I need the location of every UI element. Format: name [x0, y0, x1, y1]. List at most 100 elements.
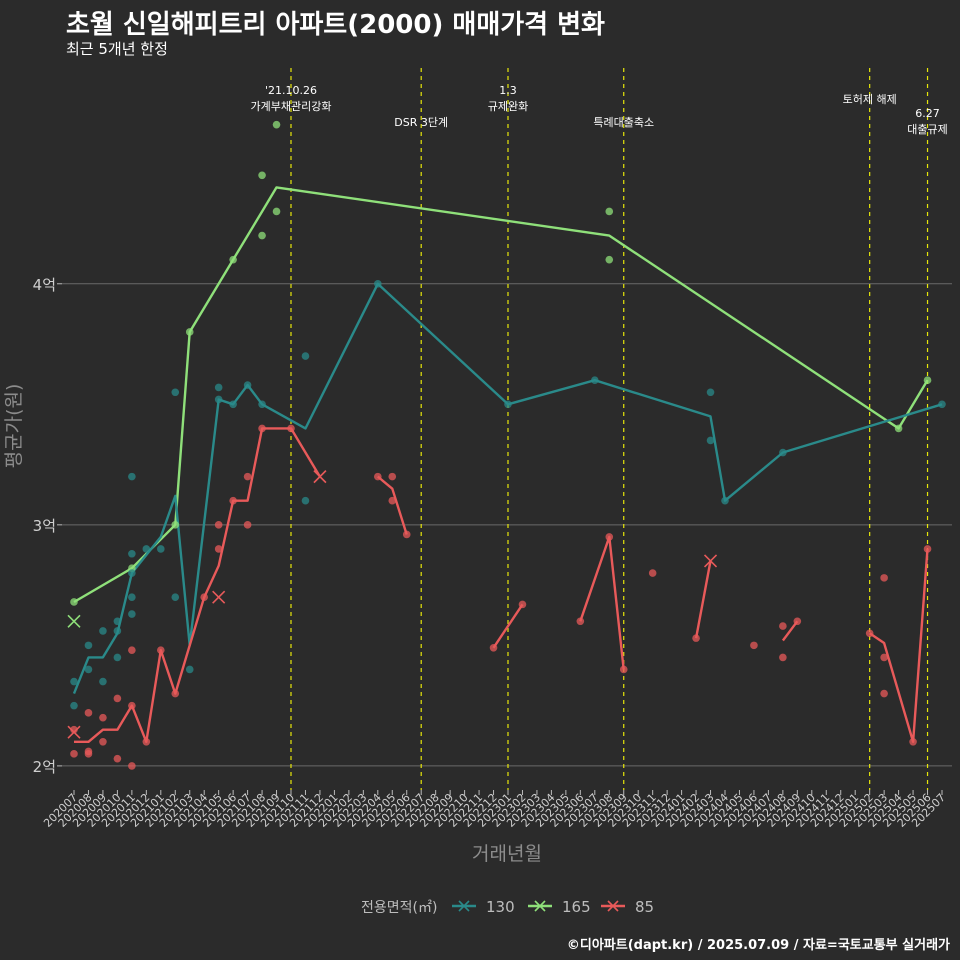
- series-130-point: [258, 400, 266, 409]
- series-165-point: [605, 255, 614, 264]
- series-85-point: [648, 569, 657, 577]
- series-130-point: [113, 653, 122, 662]
- series-165-point: [229, 255, 237, 264]
- series-85-line: [74, 427, 321, 743]
- y-tick-label: 4억: [33, 276, 56, 294]
- series-85-point: [750, 641, 758, 650]
- series-165-point: [272, 120, 281, 129]
- series-85-point: [402, 530, 411, 539]
- series-85-point: [142, 737, 151, 746]
- series-85-point: [518, 600, 527, 609]
- series-130-point: [591, 376, 599, 384]
- legend-label: 130: [486, 898, 515, 916]
- series-130-point: [374, 279, 382, 288]
- series-130-point: [706, 436, 715, 445]
- series-85-cross-marker: [313, 470, 327, 484]
- series-85-point: [779, 653, 787, 662]
- series-85-line: [579, 535, 625, 670]
- series-85-cross-marker: [67, 725, 81, 739]
- series-130-point: [157, 545, 165, 553]
- series-130-point: [171, 593, 180, 601]
- series-85-point: [214, 545, 223, 553]
- series-130-point: [70, 677, 78, 686]
- series-130-point: [301, 496, 310, 505]
- series-165-cross-marker-stroke: [67, 614, 81, 628]
- series-85-point: [70, 750, 78, 758]
- series-130-point: [779, 448, 787, 457]
- series-130-point: [128, 549, 136, 558]
- series-85-point: [113, 694, 122, 703]
- source-caption: ©디아파트(dapt.kr) / 2025.07.09 / 자료=국토교통부 실…: [566, 938, 950, 953]
- series-85-point: [200, 593, 208, 601]
- y-tick-label: 2억: [33, 758, 56, 776]
- series-85-cross-marker: [703, 554, 718, 568]
- series-130-point: [113, 627, 122, 635]
- series-85-point: [113, 754, 122, 763]
- series-85-point: [909, 737, 917, 746]
- series-85-point: [84, 709, 93, 717]
- series-165-point: [923, 376, 932, 384]
- event-annotation: '21.10.26 가계부채관리강화: [251, 84, 332, 113]
- series-85-line: [492, 603, 524, 649]
- legend-key-cross: [534, 900, 546, 912]
- series-130-point: [128, 610, 136, 618]
- series-165-point: [171, 521, 180, 529]
- legend-label: 165: [562, 898, 591, 916]
- legend: 전용면적(㎡) 130 165 85: [361, 898, 654, 916]
- legend-label: 85: [635, 898, 654, 916]
- series-130-point: [84, 641, 93, 650]
- series-85-point: [157, 646, 165, 654]
- series-85-point: [923, 545, 932, 553]
- series-85-point: [619, 665, 628, 674]
- x-axis-title: 거래년월: [472, 843, 542, 865]
- series-85-point: [388, 496, 397, 505]
- series-130-point: [243, 381, 252, 389]
- series-85-point: [99, 713, 107, 722]
- event-annotation: 1.3 규제완화: [488, 84, 528, 113]
- series-85-point: [258, 424, 266, 433]
- series-85-point: [99, 737, 107, 746]
- series-85-point: [576, 617, 585, 626]
- series-85-point: [779, 622, 787, 630]
- event-annotation: 토허제 해제: [843, 92, 897, 106]
- series-165-point: [272, 207, 281, 216]
- series-85-point: [692, 634, 700, 642]
- event-annotation: DSR 3단계: [394, 116, 448, 129]
- series-130-line: [72, 282, 943, 695]
- series-130-point: [504, 400, 512, 409]
- series-165-point: [258, 171, 266, 180]
- series-165-point: [894, 424, 903, 433]
- series-130-point: [185, 665, 194, 674]
- series-85-point: [128, 701, 136, 710]
- series-85-point: [880, 653, 888, 662]
- series-85-point: [880, 574, 888, 582]
- series-85-point: [793, 617, 802, 626]
- series-85-point: [171, 689, 180, 698]
- chart-subtitle: 최근 5개년 한정: [66, 40, 168, 58]
- series-165-point: [70, 598, 78, 606]
- event-annotation: 6.27 대출규제: [907, 107, 947, 136]
- series-85-cross-marker-stroke: [703, 554, 718, 568]
- legend-key-cross: [607, 900, 619, 912]
- series-165-point: [258, 231, 266, 240]
- series-85-point: [243, 472, 252, 481]
- series-130-point: [721, 496, 729, 505]
- chart-title: 초월 신일해피트리 아파트(2000) 매매가격 변화: [66, 10, 605, 40]
- series-85-point: [388, 472, 397, 481]
- series-85-line: [377, 475, 408, 535]
- series-85-point: [880, 689, 888, 698]
- series-85-point: [128, 646, 136, 654]
- series-130-point: [84, 665, 93, 674]
- legend-title: 전용면적(㎡): [361, 900, 437, 916]
- series-130-point: [99, 627, 107, 635]
- event-annotation: 특례대출축소: [593, 116, 654, 129]
- series-130-point: [706, 388, 715, 397]
- series-165-cross-marker: [67, 614, 81, 628]
- series-85-point: [214, 521, 223, 529]
- series-130-point: [214, 383, 223, 392]
- series-85-point: [489, 643, 498, 652]
- series-85-line: [869, 548, 929, 743]
- series-85-line: [781, 620, 799, 642]
- series-85-point: [605, 533, 614, 541]
- series-85-cross-marker-stroke: [313, 470, 327, 484]
